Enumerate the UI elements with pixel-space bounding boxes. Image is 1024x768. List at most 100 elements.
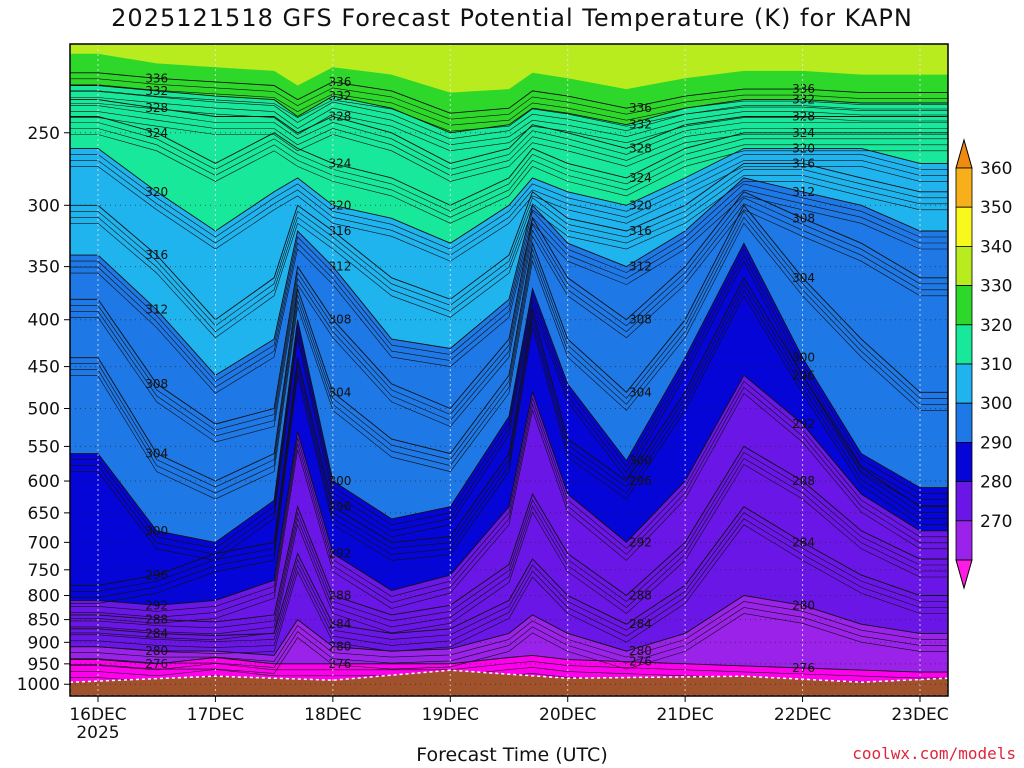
y-tick-label: 950	[28, 655, 60, 675]
x-tick-label: 23DEC	[891, 705, 948, 725]
colorbar-band	[955, 520, 973, 561]
contour-label: 316	[145, 248, 168, 262]
contour-subline	[70, 451, 948, 629]
y-tick-label: 350	[28, 258, 60, 278]
y-tick-label: 400	[28, 311, 60, 331]
contour-label: 300	[629, 454, 652, 468]
contour-subline	[70, 105, 948, 170]
x-year-label: 2025	[76, 723, 119, 743]
contour-label: 312	[792, 185, 815, 199]
contour-label: 320	[792, 141, 815, 155]
contour-label: 292	[792, 417, 815, 431]
contour-label: 336	[328, 75, 351, 89]
fill-band-346	[70, 44, 948, 93]
colorbar-band	[955, 167, 973, 208]
y-tick-label: 800	[28, 587, 60, 607]
colorbar-band	[955, 363, 973, 404]
contour-label: 324	[328, 156, 351, 170]
y-tick-label: 700	[28, 533, 60, 553]
y-tick-label: 250	[28, 124, 60, 144]
contour-label: 296	[145, 568, 168, 582]
colorbar-band	[955, 402, 973, 443]
contour-label: 320	[328, 198, 351, 212]
y-tick-label: 1000	[17, 675, 60, 695]
contour-label: 336	[629, 101, 652, 115]
contour-label: 304	[145, 447, 168, 461]
x-tick-label: 17DEC	[187, 705, 244, 725]
contour-label: 300	[792, 351, 815, 365]
contour-label: 300	[328, 474, 351, 488]
contour-label: 296	[328, 500, 351, 514]
contour-label: 324	[145, 126, 168, 140]
contour-label: 308	[145, 377, 168, 391]
contour-label: 276	[145, 657, 168, 671]
contour-label: 280	[792, 598, 815, 612]
contour-subline	[70, 183, 948, 382]
contour-subline	[70, 601, 948, 662]
colorbar-extend-top	[955, 138, 973, 169]
contour-subline	[70, 457, 948, 635]
x-axis-label: Forecast Time (UTC)	[416, 744, 608, 766]
contour-label: 336	[792, 82, 815, 96]
contour-label: 328	[629, 141, 652, 155]
contour-subline	[70, 84, 948, 126]
y-tick-label: 900	[28, 633, 60, 653]
contour-label: 328	[145, 101, 168, 115]
colorbar-label: 360	[980, 159, 1012, 179]
contour-label: 328	[328, 110, 351, 124]
colorbar-label: 280	[980, 473, 1012, 493]
contour-label: 312	[328, 260, 351, 274]
y-tick-label: 600	[28, 472, 60, 492]
colorbar-band	[955, 324, 973, 365]
colorbar-label: 320	[980, 316, 1012, 336]
contour-subline	[70, 209, 948, 443]
colorbar-label: 340	[980, 237, 1012, 257]
colorbar-label: 290	[980, 433, 1012, 453]
y-tick-label: 850	[28, 611, 60, 631]
contour-fill-group	[70, 44, 948, 696]
colorbar-band	[955, 481, 973, 522]
y-tick-label: 300	[28, 196, 60, 216]
contour-label: 288	[792, 474, 815, 488]
contour-label: 280	[328, 640, 351, 654]
x-tick-label: 19DEC	[422, 705, 479, 725]
contour-label: 280	[145, 644, 168, 658]
y-tick-label: 650	[28, 504, 60, 524]
contour-label: 308	[792, 211, 815, 225]
contour-line-328	[70, 99, 948, 164]
contour-label: 336	[145, 71, 168, 85]
contour-subline	[70, 512, 948, 642]
contour-label: 308	[328, 313, 351, 327]
colorbar-band	[955, 285, 973, 326]
contour-label: 304	[629, 385, 652, 399]
colorbar-band	[955, 206, 973, 247]
colorbar-band	[955, 441, 973, 482]
colorbar-label: 350	[980, 198, 1012, 218]
colorbar-label: 310	[980, 355, 1012, 375]
contour-label: 292	[328, 547, 351, 561]
contour-subline	[70, 295, 948, 604]
contour-label: 276	[792, 661, 815, 675]
contour-label: 280	[629, 644, 652, 658]
contour-subline	[70, 392, 948, 624]
x-tick-label: 22DEC	[774, 705, 831, 725]
contour-subline	[70, 607, 948, 668]
x-tick-label: 21DEC	[656, 705, 713, 725]
colorbar-label: 330	[980, 277, 1012, 297]
contour-subline	[70, 248, 948, 549]
contour-label: 316	[328, 224, 351, 238]
contour-label: 324	[792, 126, 815, 140]
contour-label: 284	[629, 617, 652, 631]
contour-label: 312	[145, 303, 168, 317]
contour-subline	[70, 189, 948, 388]
contour-label: 276	[328, 657, 351, 671]
contour-label: 296	[792, 368, 815, 382]
plot-frame	[69, 43, 949, 697]
contour-subline	[70, 97, 948, 146]
colorbar-band	[955, 245, 973, 286]
chart-title: 2025121518 GFS Forecast Potential Temper…	[111, 4, 913, 32]
contour-label: 284	[792, 535, 815, 549]
contour-line-324	[70, 116, 948, 206]
